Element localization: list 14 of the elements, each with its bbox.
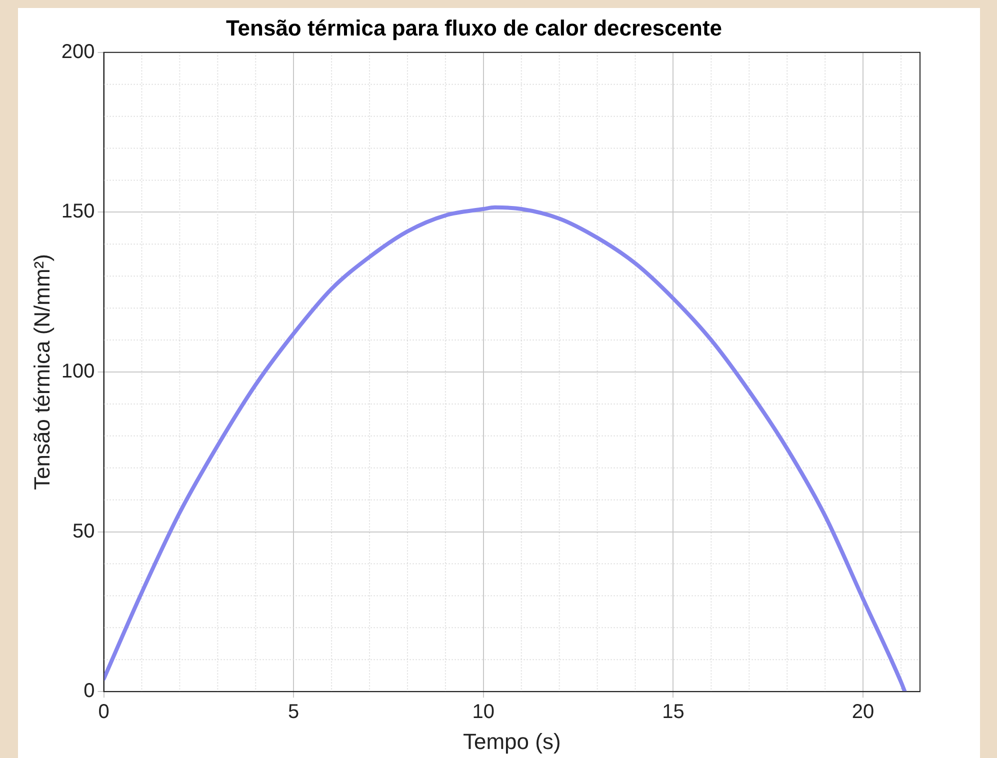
x-tick-label: 5 xyxy=(288,701,300,724)
line-series xyxy=(104,205,907,692)
x-axis-title: Tempo (s) xyxy=(462,728,561,754)
x-tick-label: 0 xyxy=(98,701,110,724)
y-axis-title: Tensão térmica (N/mm²) xyxy=(29,254,54,490)
x-tick-label: 10 xyxy=(472,701,495,724)
y-tick-label: 0 xyxy=(84,680,95,702)
y-tick-label: 150 xyxy=(61,200,95,223)
x-tick-label: 15 xyxy=(662,701,684,724)
y-tick-label: 50 xyxy=(72,520,95,542)
chart-title: Tensão térmica para fluxo de calor decrescente xyxy=(226,15,722,40)
y-tick-label: 200 xyxy=(61,40,95,63)
y-tick-label: 100 xyxy=(61,360,95,383)
x-tick-label: 20 xyxy=(852,701,874,724)
